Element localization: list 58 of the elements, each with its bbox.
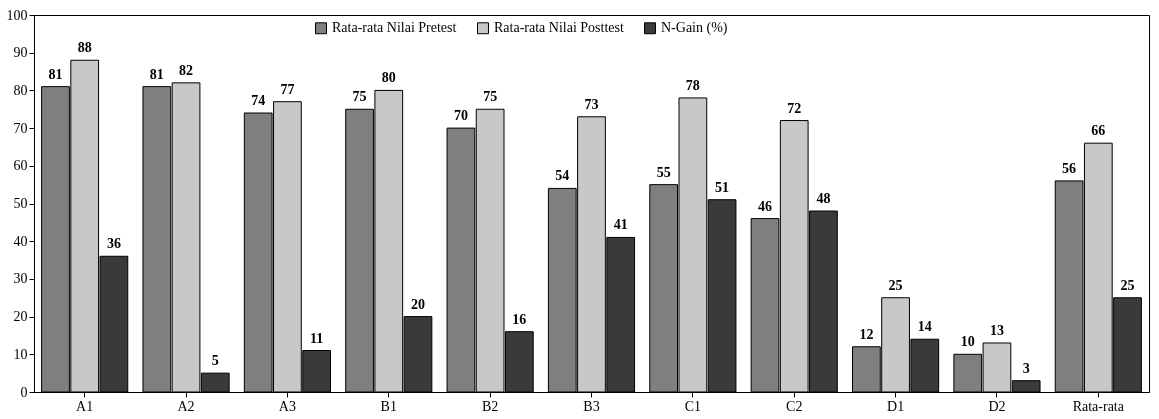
data-label: 16 — [512, 311, 527, 327]
data-label: 10 — [960, 334, 975, 350]
data-label: 75 — [352, 89, 367, 105]
x-tick-label: Rata-rata — [1072, 398, 1125, 414]
data-label: 73 — [584, 96, 599, 112]
y-tick-label: 50 — [13, 196, 28, 211]
data-label: 12 — [859, 326, 874, 342]
data-label: 72 — [787, 100, 802, 116]
data-label: 78 — [685, 77, 700, 93]
data-label: 13 — [989, 322, 1004, 338]
data-label: 5 — [211, 353, 219, 369]
y-tick-label: 10 — [13, 346, 28, 362]
data-label: 74 — [251, 93, 266, 109]
legend-label: N-Gain (%) — [661, 20, 728, 37]
data-label: 82 — [179, 62, 194, 78]
data-label: 14 — [917, 319, 932, 335]
data-label: 55 — [656, 164, 671, 180]
x-tick-label: B1 — [380, 398, 397, 414]
data-label: 70 — [453, 108, 468, 124]
data-label: 54 — [555, 168, 570, 184]
data-label: 36 — [106, 236, 121, 252]
y-tick-label: 0 — [20, 384, 28, 400]
data-label: 51 — [715, 179, 730, 195]
data-label: 77 — [280, 81, 295, 97]
data-label: 25 — [1120, 277, 1135, 293]
y-tick-label: 20 — [13, 309, 28, 325]
y-tick-label: 30 — [13, 271, 28, 287]
data-label: 20 — [410, 296, 425, 312]
data-label: 25 — [888, 277, 903, 293]
x-tick-label: D2 — [988, 398, 1006, 414]
data-label: 46 — [758, 198, 773, 214]
x-tick-label: A1 — [76, 398, 94, 414]
legend-label: Rata-rata Nilai Pretest — [332, 20, 457, 36]
x-tick-label: A2 — [177, 398, 195, 414]
y-tick-label: 80 — [13, 82, 28, 98]
data-label: 41 — [613, 217, 628, 233]
x-tick-label: B2 — [481, 398, 499, 414]
x-tick-label: C2 — [786, 398, 803, 414]
x-tick-label: C1 — [684, 398, 702, 414]
y-tick-label: 100 — [6, 7, 28, 23]
x-tick-label: D1 — [887, 398, 905, 414]
y-tick-label: 60 — [13, 158, 28, 174]
x-tick-label: A3 — [278, 398, 296, 414]
data-label: 3 — [1022, 360, 1030, 376]
data-label: 66 — [1091, 123, 1106, 139]
legend-label: Rata-rata Nilai Posttest — [494, 20, 624, 36]
y-tick-label: 70 — [13, 120, 28, 136]
data-label: 80 — [381, 70, 396, 86]
data-label: 81 — [149, 66, 164, 82]
y-tick-label: 90 — [13, 45, 28, 61]
data-label: 88 — [77, 40, 92, 56]
data-label: 75 — [483, 89, 498, 105]
data-label: 11 — [310, 330, 324, 346]
data-label: 81 — [48, 66, 63, 82]
data-label: 48 — [816, 191, 831, 207]
y-tick-label: 40 — [13, 233, 28, 249]
data-label: 56 — [1062, 160, 1077, 176]
x-tick-label: B3 — [583, 398, 600, 414]
